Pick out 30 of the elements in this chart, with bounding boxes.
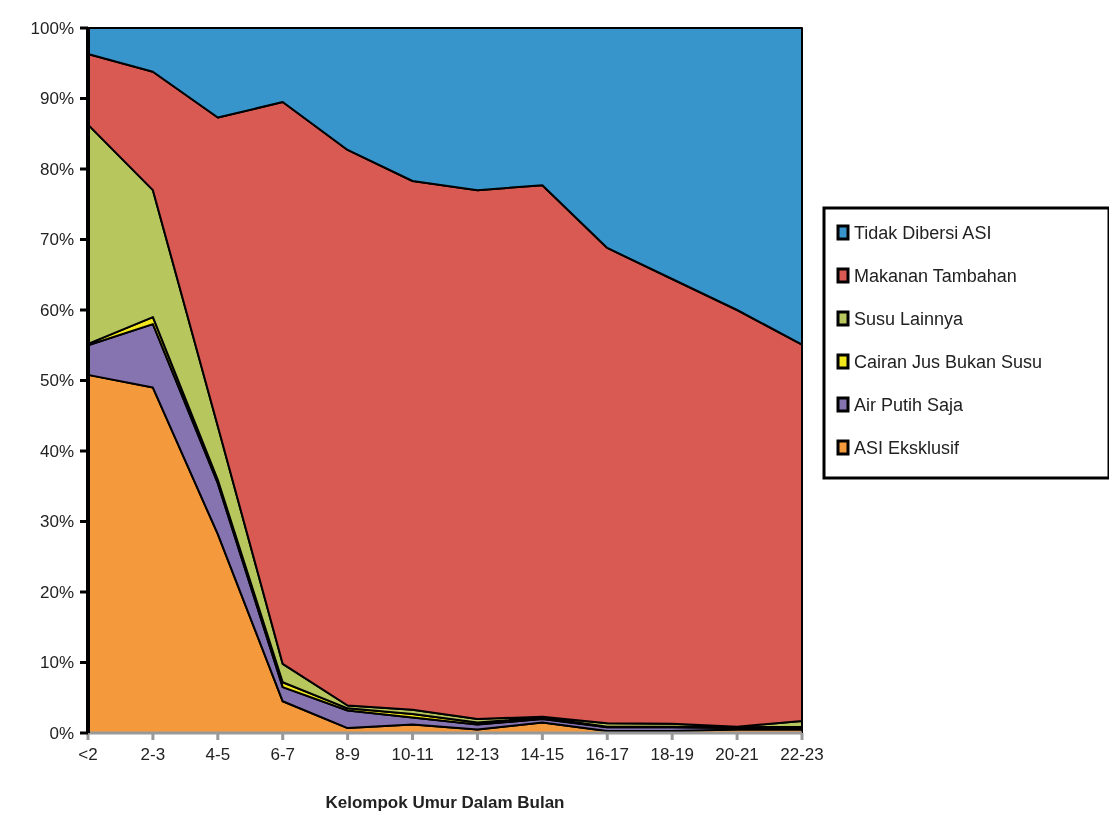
y-tick-label: 80% bbox=[39, 159, 74, 179]
x-tick-label: 4-5 bbox=[205, 745, 231, 764]
y-tick-label: 90% bbox=[39, 89, 74, 109]
y-tick-label: 100% bbox=[30, 18, 74, 38]
y-tick-label: 30% bbox=[39, 512, 74, 532]
x-tick-label: <2 bbox=[78, 745, 98, 764]
x-tick-label: 16-17 bbox=[585, 745, 630, 764]
y-tick-label: 50% bbox=[39, 371, 74, 391]
y-tick-label: 40% bbox=[39, 441, 74, 461]
x-axis-title: Kelompok Umur Dalam Bulan bbox=[325, 793, 565, 812]
x-tick-label: 22-23 bbox=[780, 745, 824, 764]
y-tick-label: 0% bbox=[49, 723, 74, 743]
x-tick-label: 14-15 bbox=[520, 745, 565, 764]
y-tick-label: 10% bbox=[39, 653, 74, 673]
x-tick-label: 10-11 bbox=[391, 745, 434, 764]
y-tick-label: 70% bbox=[39, 230, 74, 250]
legend-label: Air Putih Saja bbox=[854, 395, 965, 416]
y-tick-label: 60% bbox=[39, 300, 74, 320]
x-tick-label: 2-3 bbox=[140, 745, 166, 764]
legend-label: Cairan Jus Bukan Susu bbox=[854, 352, 1043, 373]
x-tick-label: 18-19 bbox=[650, 745, 694, 764]
x-tick-label: 8-9 bbox=[335, 745, 360, 764]
x-tick-label: 6-7 bbox=[270, 745, 296, 764]
y-tick-label: 20% bbox=[39, 582, 74, 602]
x-tick-label: 20-21 bbox=[715, 745, 759, 764]
legend-label: ASI Eksklusif bbox=[854, 438, 961, 459]
legend-label: Tidak Dibersi ASI bbox=[854, 223, 992, 244]
legend-label: Susu Lainnya bbox=[854, 309, 965, 330]
legend-label: Makanan Tambahan bbox=[854, 266, 1017, 287]
x-tick-label: 12-13 bbox=[455, 745, 500, 764]
